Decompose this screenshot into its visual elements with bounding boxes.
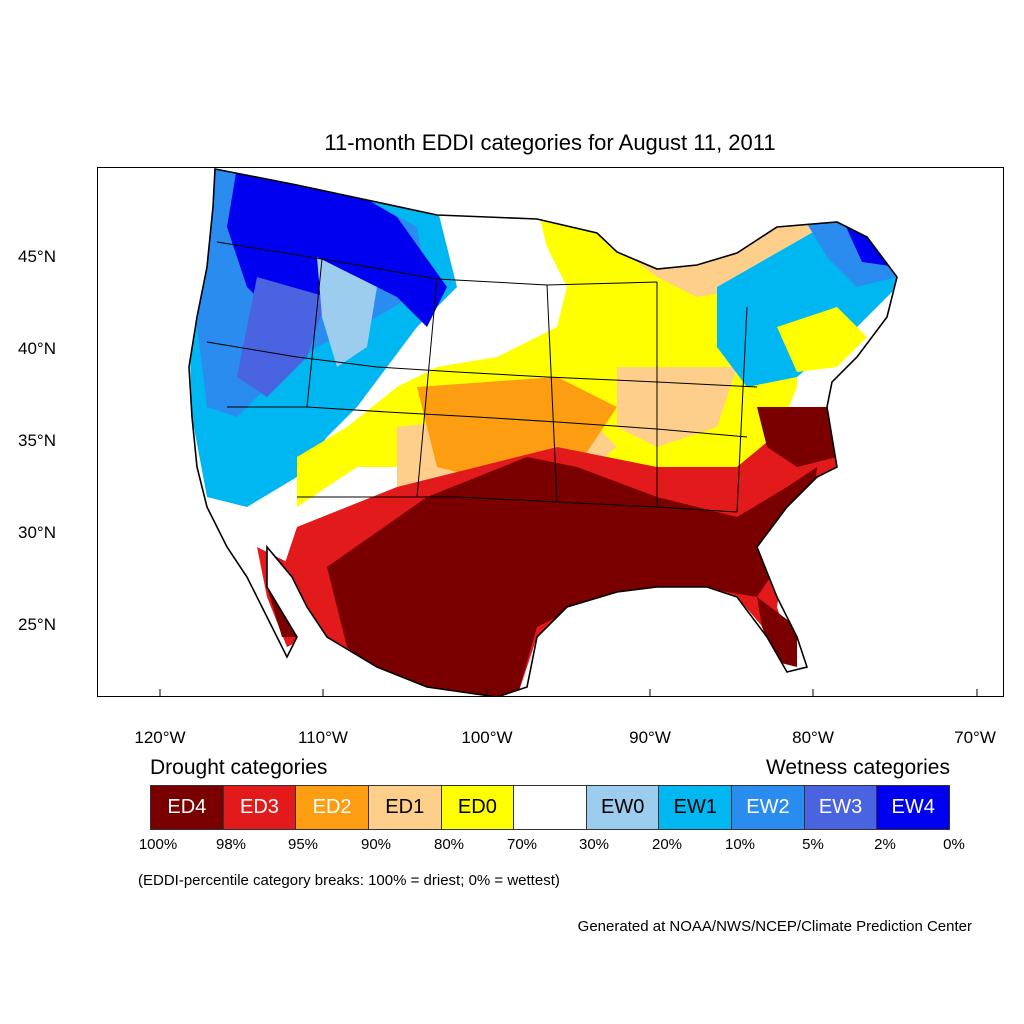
legend-cell-ew2: EW2: [732, 786, 805, 829]
break-label: 0%: [943, 836, 965, 853]
lat-label-35: 35°N: [18, 431, 56, 450]
break-label: 20%: [651, 836, 683, 853]
legend-cell-ed1: ED1: [368, 786, 442, 829]
map-title: 11-month EDDI categories for August 11, …: [324, 130, 776, 155]
drought-heading: Drought categories: [150, 756, 328, 779]
lat-label-40: 40°N: [18, 339, 56, 358]
wetness-heading: Wetness categories: [765, 756, 950, 779]
lon-label-70: 70°W: [954, 728, 996, 747]
break-label: 98%: [215, 836, 247, 853]
break-label: 10%: [724, 836, 756, 853]
break-label: 90%: [360, 836, 392, 853]
eddi-map: [97, 167, 1004, 697]
lon-label-100: 100°W: [461, 728, 513, 747]
legend-cell-ed3: ED3: [223, 786, 297, 829]
lon-label-90: 90°W: [629, 728, 671, 747]
lat-label-45: 45°N: [18, 247, 56, 266]
break-label: 2%: [874, 836, 896, 853]
legend-cell-ew1: EW1: [659, 786, 733, 829]
break-label: 70%: [506, 836, 538, 853]
lat-label-30: 30°N: [18, 523, 56, 542]
legend-cell-normal: [514, 786, 587, 829]
legend-colorbar: ED4 ED3 ED2 ED1 ED0 EW0 EW1 EW2 EW3 EW4: [150, 785, 950, 830]
lat-label-25: 25°N: [18, 615, 56, 634]
legend-cell-ew4: EW4: [877, 786, 950, 829]
credit-text: Generated at NOAA/NWS/NCEP/Climate Predi…: [577, 918, 972, 935]
break-label: 30%: [578, 836, 610, 853]
lon-label-80: 80°W: [792, 728, 834, 747]
category-note: (EDDI-percentile category breaks: 100% =…: [138, 872, 560, 889]
lon-label-110: 110°W: [298, 728, 348, 747]
break-label: 95%: [287, 836, 319, 853]
legend-cell-ed0: ED0: [441, 786, 515, 829]
legend-cell-ed2: ED2: [296, 786, 369, 829]
legend-cell-ew3: EW3: [804, 786, 878, 829]
break-label: 80%: [433, 836, 465, 853]
lon-label-120: 120°W: [134, 728, 186, 747]
break-label: 100%: [138, 836, 178, 853]
break-label: 5%: [802, 836, 824, 853]
legend-cell-ew0: EW0: [586, 786, 660, 829]
legend-cell-ed4: ED4: [151, 786, 224, 829]
